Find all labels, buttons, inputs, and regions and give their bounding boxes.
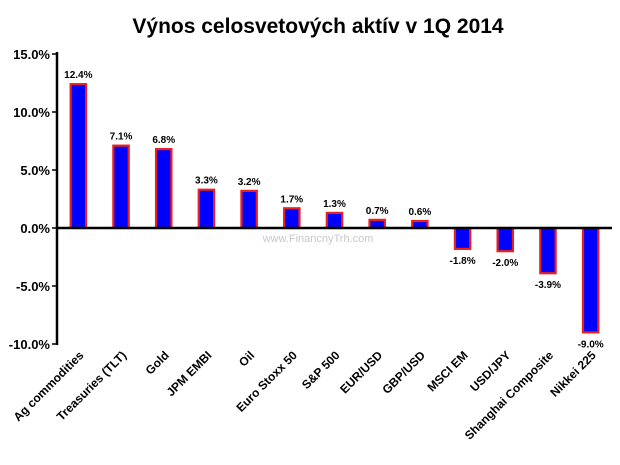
data-label-10: -2.0% [492,258,518,269]
watermark: www.FinancnyTrh.com [262,233,374,245]
bar-6 [325,211,344,230]
bar-3 [197,188,216,230]
bar-1 [112,144,130,230]
chart-title: Výnos celosvetových aktív v 1Q 2014 [132,15,504,38]
y-tick-label-0: 15.0% [13,47,50,62]
data-label-8: 0.6% [408,207,431,218]
bar-0 [69,83,88,230]
data-label-3: 3.3% [195,176,218,187]
bar-5 [283,207,301,230]
y-tick-label-4: -5.0% [16,279,50,294]
y-tick-label-1: 10.0% [13,105,50,120]
bar-12 [581,226,600,334]
y-tick-label-5: -10.0% [9,337,51,352]
bar-9 [453,226,472,250]
data-label-1: 7.1% [110,132,133,143]
data-label-9: -1.8% [450,256,476,267]
data-label-4: 3.2% [238,177,261,188]
bar-10 [496,226,515,253]
category-label-3: JPM EMBI [164,348,215,399]
category-label-9: MSCI EM [424,348,470,394]
y-tick-label-3: 0.0% [20,221,50,236]
category-label-0: Ag commodities [11,348,87,424]
bar-2 [154,148,173,230]
data-label-11: -3.9% [535,280,561,291]
data-label-12: -9.0% [578,339,604,350]
category-label-7: EUR/USD [337,348,385,396]
y-tick-label-2: 5.0% [20,163,50,178]
data-label-6: 1.3% [323,199,346,210]
bar-4 [240,189,258,230]
category-label-2: Gold [143,348,172,377]
data-label-7: 0.7% [366,206,389,217]
category-label-6: S&P 500 [299,348,343,392]
category-label-4: Oil [236,348,257,369]
data-label-2: 6.8% [152,135,175,146]
data-label-5: 1.7% [280,194,303,205]
category-label-8: GBP/USD [379,348,428,397]
category-label-12: Nikkei 225 [547,348,599,400]
data-label-0: 12.4% [64,70,92,81]
bar-11 [539,226,557,275]
